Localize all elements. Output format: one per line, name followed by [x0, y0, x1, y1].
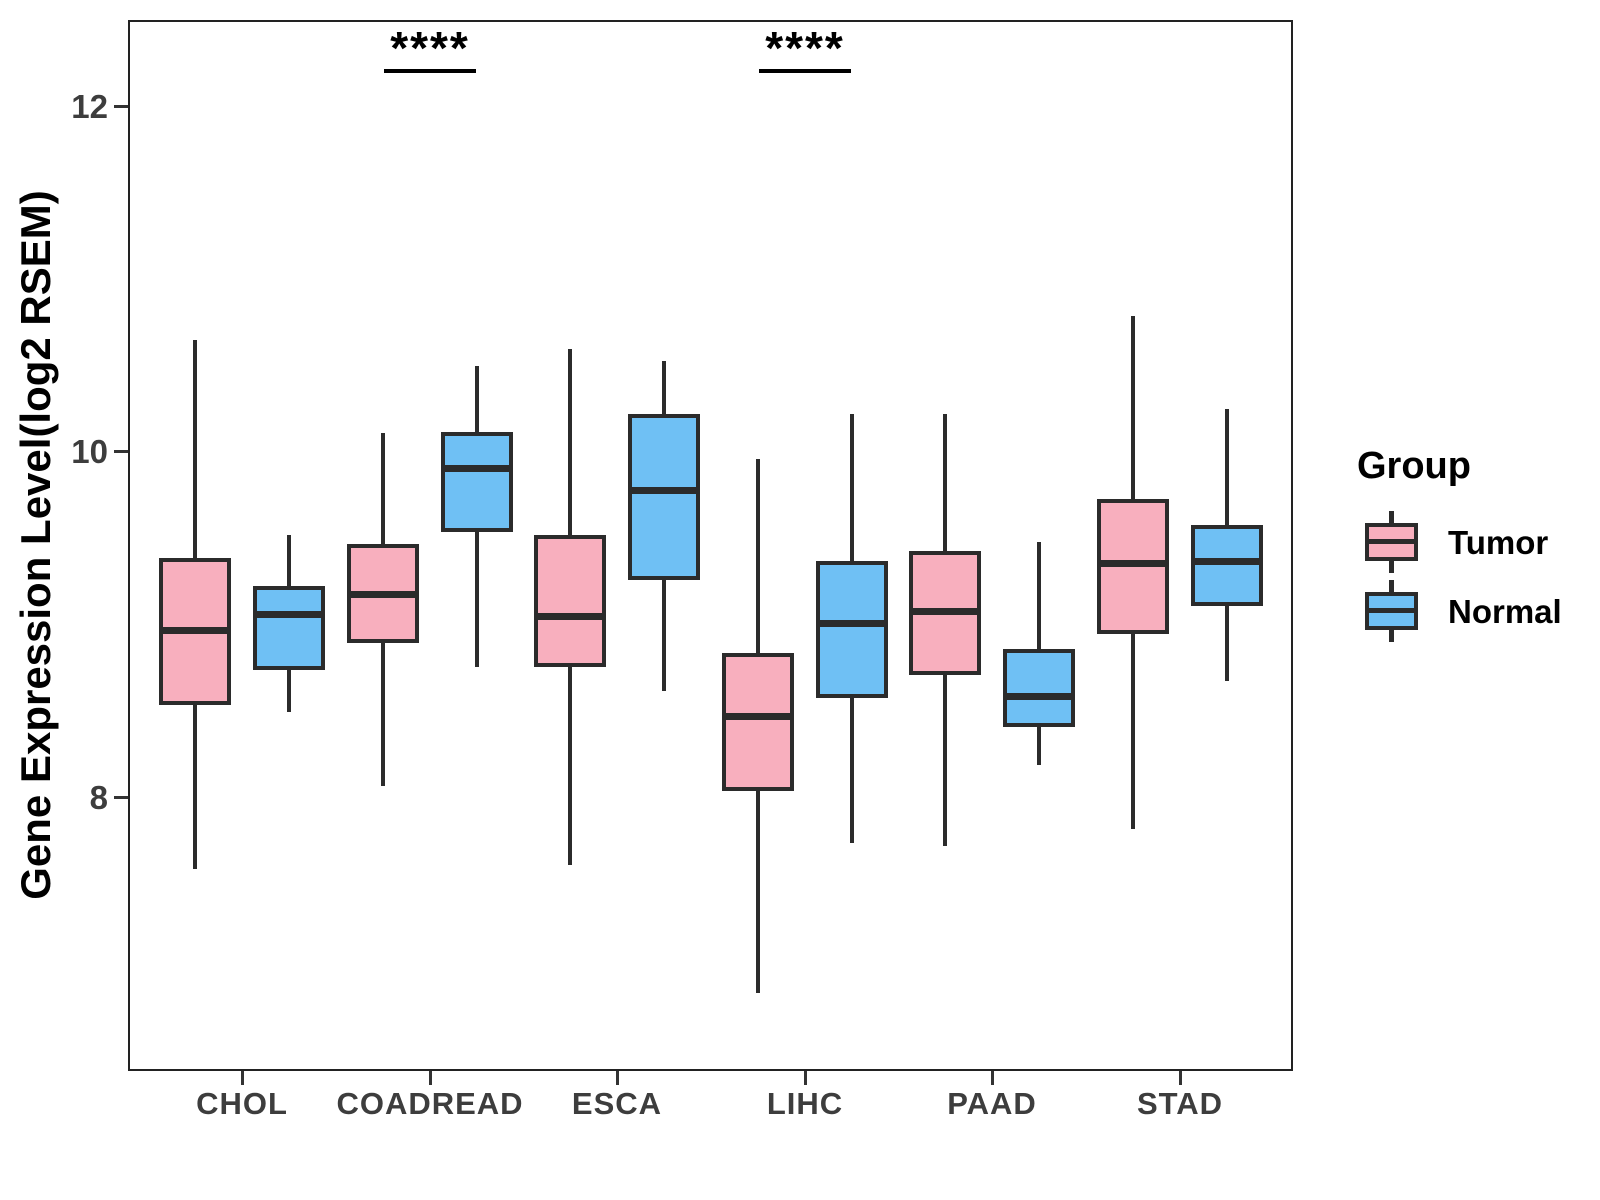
- box-iqr: [253, 585, 325, 671]
- box-median: [534, 613, 606, 621]
- legend-key-normal: [1365, 580, 1418, 642]
- box-median: [159, 626, 231, 634]
- box-iqr: [1191, 525, 1263, 607]
- x-tick-mark: [990, 1071, 994, 1085]
- legend-key-median: [1365, 539, 1418, 544]
- significance-bar: [759, 69, 851, 73]
- legend-title: Group: [1357, 445, 1471, 487]
- box-median: [1003, 692, 1075, 700]
- x-tick-mark: [615, 1071, 619, 1085]
- x-tick-mark: [803, 1071, 807, 1085]
- y-axis-title: Gene Expression Level(log2 RSEM): [12, 190, 59, 900]
- x-tick-label: STAD: [1136, 1086, 1224, 1121]
- box-iqr: [628, 414, 700, 581]
- x-tick-label: LIHC: [766, 1086, 844, 1121]
- y-tick-mark: [114, 796, 128, 799]
- x-tick-label: COADREAD: [336, 1086, 524, 1121]
- legend-label-tumor: Tumor: [1448, 524, 1549, 561]
- box-median: [909, 607, 981, 615]
- x-tick-mark: [428, 1071, 432, 1085]
- box-iqr: [722, 652, 794, 792]
- box-median: [253, 611, 325, 619]
- y-tick-label: 12: [71, 88, 108, 125]
- significance-stars: ****: [390, 22, 470, 74]
- x-tick-label: ESCA: [571, 1086, 663, 1121]
- y-tick-mark: [114, 105, 128, 108]
- legend-key-tumor: [1365, 511, 1418, 573]
- legend-label-normal: Normal: [1448, 593, 1562, 630]
- box-median: [1191, 557, 1263, 565]
- box-median: [628, 487, 700, 494]
- x-tick-label: CHOL: [196, 1086, 288, 1121]
- box-iqr: [441, 431, 513, 532]
- box-iqr: [1003, 649, 1075, 728]
- box-iqr: [534, 535, 606, 667]
- x-tick-label: PAAD: [947, 1086, 1037, 1121]
- significance-stars: ****: [765, 22, 845, 74]
- box-median: [816, 620, 888, 628]
- y-tick-mark: [114, 450, 128, 453]
- y-tick-label: 10: [71, 433, 108, 470]
- box-median: [722, 713, 794, 721]
- x-tick-mark: [240, 1071, 244, 1085]
- box-median: [347, 590, 419, 598]
- x-tick-mark: [1178, 1071, 1182, 1085]
- box-median: [1097, 559, 1169, 567]
- y-tick-label: 8: [89, 779, 108, 816]
- significance-bar: [384, 69, 476, 73]
- legend-key-median: [1365, 608, 1418, 613]
- box-iqr: [816, 561, 888, 698]
- box-median: [441, 464, 513, 472]
